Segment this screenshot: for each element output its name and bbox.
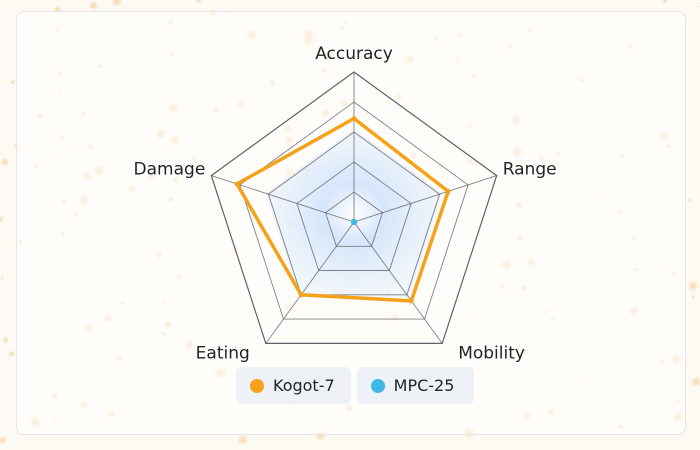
legend-marker-kogot-7: [250, 378, 264, 393]
background-speckle: [236, 433, 249, 446]
radar-grid-ring: [210, 71, 498, 344]
legend-label-mpc-25: MPC-25: [393, 376, 455, 395]
legend-label-kogot-7: Kogot-7: [273, 376, 335, 395]
background-speckle: [662, 0, 668, 4]
data-point-kogot-7-mobility: [408, 298, 414, 304]
background-speckle: [2, 336, 10, 344]
legend-item-kogot-7[interactable]: Kogot-7: [236, 367, 351, 404]
radar-grid-ring: [324, 191, 384, 247]
background-speckle: [0, 157, 10, 167]
legend-marker-mpc-25: [370, 378, 385, 393]
legend: Kogot-7 MPC-25: [236, 367, 475, 404]
data-point-kogot-7-accuracy: [351, 116, 357, 121]
background-speckle: [195, 0, 203, 4]
radar-spoke: [265, 221, 355, 344]
background-speckle: [0, 277, 5, 281]
background-speckle: [88, 0, 100, 12]
data-point-kogot-7-damage: [234, 181, 240, 187]
radar-spoke: [353, 175, 497, 223]
background-speckle: [111, 0, 123, 8]
radar-grid-ring: [267, 131, 441, 296]
radar-spoke: [353, 221, 443, 344]
background-speckle: [697, 5, 700, 8]
axis-label-range: Range: [503, 160, 557, 180]
background-speckle: [691, 294, 696, 299]
data-point-kogot-7-range: [445, 188, 451, 194]
data-point-mpc-25-damage: [351, 219, 357, 225]
axis-label-mobility: Mobility: [458, 343, 525, 363]
background-speckle: [690, 376, 700, 388]
data-point-kogot-7-eating: [298, 292, 304, 298]
radar-grid-ring: [296, 161, 412, 271]
axis-label-accuracy: Accuracy: [315, 44, 393, 64]
axis-label-damage: Damage: [134, 160, 206, 180]
background-speckle: [687, 279, 699, 292]
background-speckle: [687, 198, 693, 203]
background-speckle: [0, 435, 8, 445]
legend-item-mpc-25[interactable]: MPC-25: [356, 367, 475, 404]
background-speckle: [9, 79, 16, 85]
series-line-kogot-7: [234, 116, 451, 303]
background-speckle: [0, 215, 4, 223]
background-speckle: [8, 350, 16, 358]
axis-label-eating: Eating: [196, 343, 250, 363]
